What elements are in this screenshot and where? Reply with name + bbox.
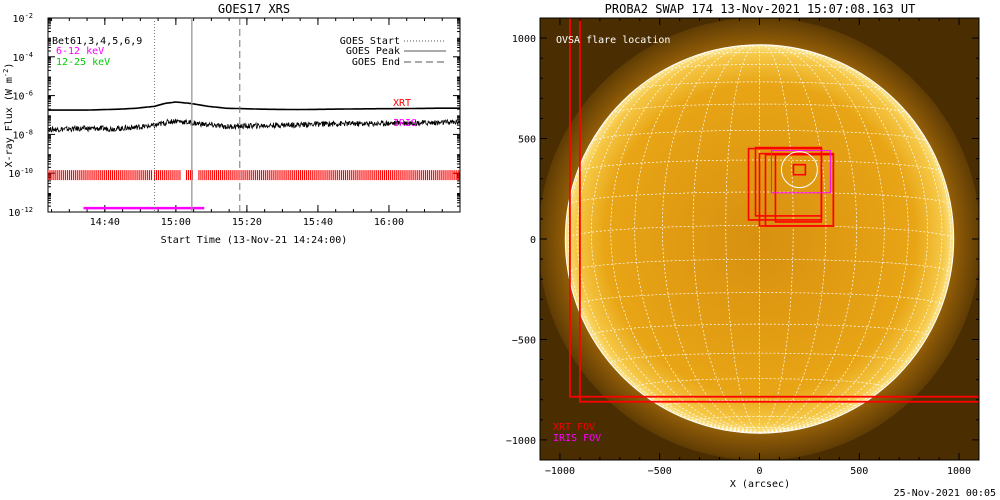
goes-x-tick-label: 14:40 xyxy=(90,217,120,228)
goes-x-tick-label: 15:40 xyxy=(303,217,333,228)
goes-event-lines xyxy=(154,18,241,212)
goes-plot-area xyxy=(48,101,460,210)
legend-goes-end: GOES End xyxy=(352,57,400,68)
grid-latitude-line xyxy=(662,399,857,407)
iris-fov-label: IRIS FOV xyxy=(553,433,601,444)
grid-longitude-line xyxy=(610,45,760,434)
legend-goes-peak: GOES Peak xyxy=(346,46,400,57)
goes-y-tick-label: 10-8 xyxy=(13,128,33,141)
solar-limb xyxy=(564,44,955,434)
grid-longitude-line xyxy=(634,44,760,434)
grid-longitude-line xyxy=(759,45,929,434)
grid-longitude-line xyxy=(567,58,760,434)
goes-flux-series-1 xyxy=(48,118,460,133)
goes-title: GOES17 XRS xyxy=(218,2,290,16)
iris-series-label: IRIS xyxy=(393,118,417,129)
grid-latitude-line xyxy=(635,81,884,91)
grid-latitude-line xyxy=(591,130,928,142)
swap-x-axis-label: X (arcsec) xyxy=(730,479,790,490)
swap-axes: −1000 −500 0 500 1000 −1000 −500 0 500 1000 xyxy=(506,18,979,477)
swap-x-tick-label: 1000 xyxy=(947,466,971,477)
goes-y-axis-label: X-ray Flux (W m-2) xyxy=(2,63,15,168)
legend-energy-label-0: Bet61,3,4,5,6,9 xyxy=(52,36,142,47)
swap-x-tick-label: 500 xyxy=(850,466,868,477)
goes-x-tick-label: 15:20 xyxy=(232,217,262,228)
goes-y-tick-label: 10-10 xyxy=(8,167,33,180)
legend-energy-label-1: 6-12 keV xyxy=(56,46,104,57)
grid-latitude-line xyxy=(610,352,909,364)
swap-x-tick-label: −1000 xyxy=(545,466,575,477)
goes-y-tick-label: 10-2 xyxy=(13,12,33,25)
grid-latitude-line xyxy=(692,416,827,422)
footer-timestamp: 25-Nov-2021 00:05 xyxy=(894,488,996,499)
flare-location-marker xyxy=(780,151,818,189)
grid-longitude-line xyxy=(759,44,857,434)
swap-y-tick-label: −1000 xyxy=(506,436,536,447)
goes-y-tick-label: 10-12 xyxy=(8,206,33,219)
heliographic-grid xyxy=(565,44,954,434)
fov-boxes xyxy=(569,18,979,403)
goes-y-tick-label: 10-4 xyxy=(13,51,33,64)
xrt-fov-label: XRT FOV xyxy=(553,422,595,433)
legend-goes-start: GOES Start xyxy=(340,36,400,47)
grid-longitude-line xyxy=(759,48,943,434)
goes-flux-series-0 xyxy=(48,101,460,111)
xrt-series-label: XRT xyxy=(393,98,411,109)
goes-x-tick-label: 15:00 xyxy=(161,217,191,228)
grid-longitude-line xyxy=(759,58,952,434)
swap-x-tick-label: −500 xyxy=(648,466,672,477)
goes-x-axis-label: Start Time (13-Nov-21 14:24:00) xyxy=(161,235,348,246)
swap-y-tick-label: 1000 xyxy=(512,34,536,45)
grid-longitude-line xyxy=(759,45,909,434)
legend-energy-label-2: 12-25 keV xyxy=(56,57,110,68)
xrt-fov-box xyxy=(792,163,807,176)
xrt-fov-box xyxy=(774,153,823,223)
grid-longitude-line xyxy=(662,44,760,434)
swap-y-tick-label: 500 xyxy=(518,135,536,146)
goes-y-tick-label: 10-6 xyxy=(13,90,33,103)
grid-longitude-line xyxy=(590,45,760,434)
swap-x-tick-label: 0 xyxy=(756,466,762,477)
grid-longitude-line xyxy=(576,48,760,434)
xrt-fov-box xyxy=(569,18,979,398)
xrt-fov-box xyxy=(579,18,979,403)
swap-y-tick-label: −500 xyxy=(512,335,536,346)
swap-title: PROBA2 SWAP 174 13-Nov-2021 15:07:08.163… xyxy=(605,2,916,16)
swap-y-tick-label: 0 xyxy=(530,235,536,246)
flare-location-label: OVSA flare location xyxy=(556,35,670,46)
goes-axes: 14:40 15:00 15:20 15:40 16:00 10-12 10-10 10-8 1… xyxy=(8,12,461,228)
grid-longitude-line xyxy=(759,44,885,434)
goes-frame xyxy=(47,17,461,213)
iris-fov-box xyxy=(770,150,831,194)
goes-x-tick-label: 16:00 xyxy=(374,217,404,228)
